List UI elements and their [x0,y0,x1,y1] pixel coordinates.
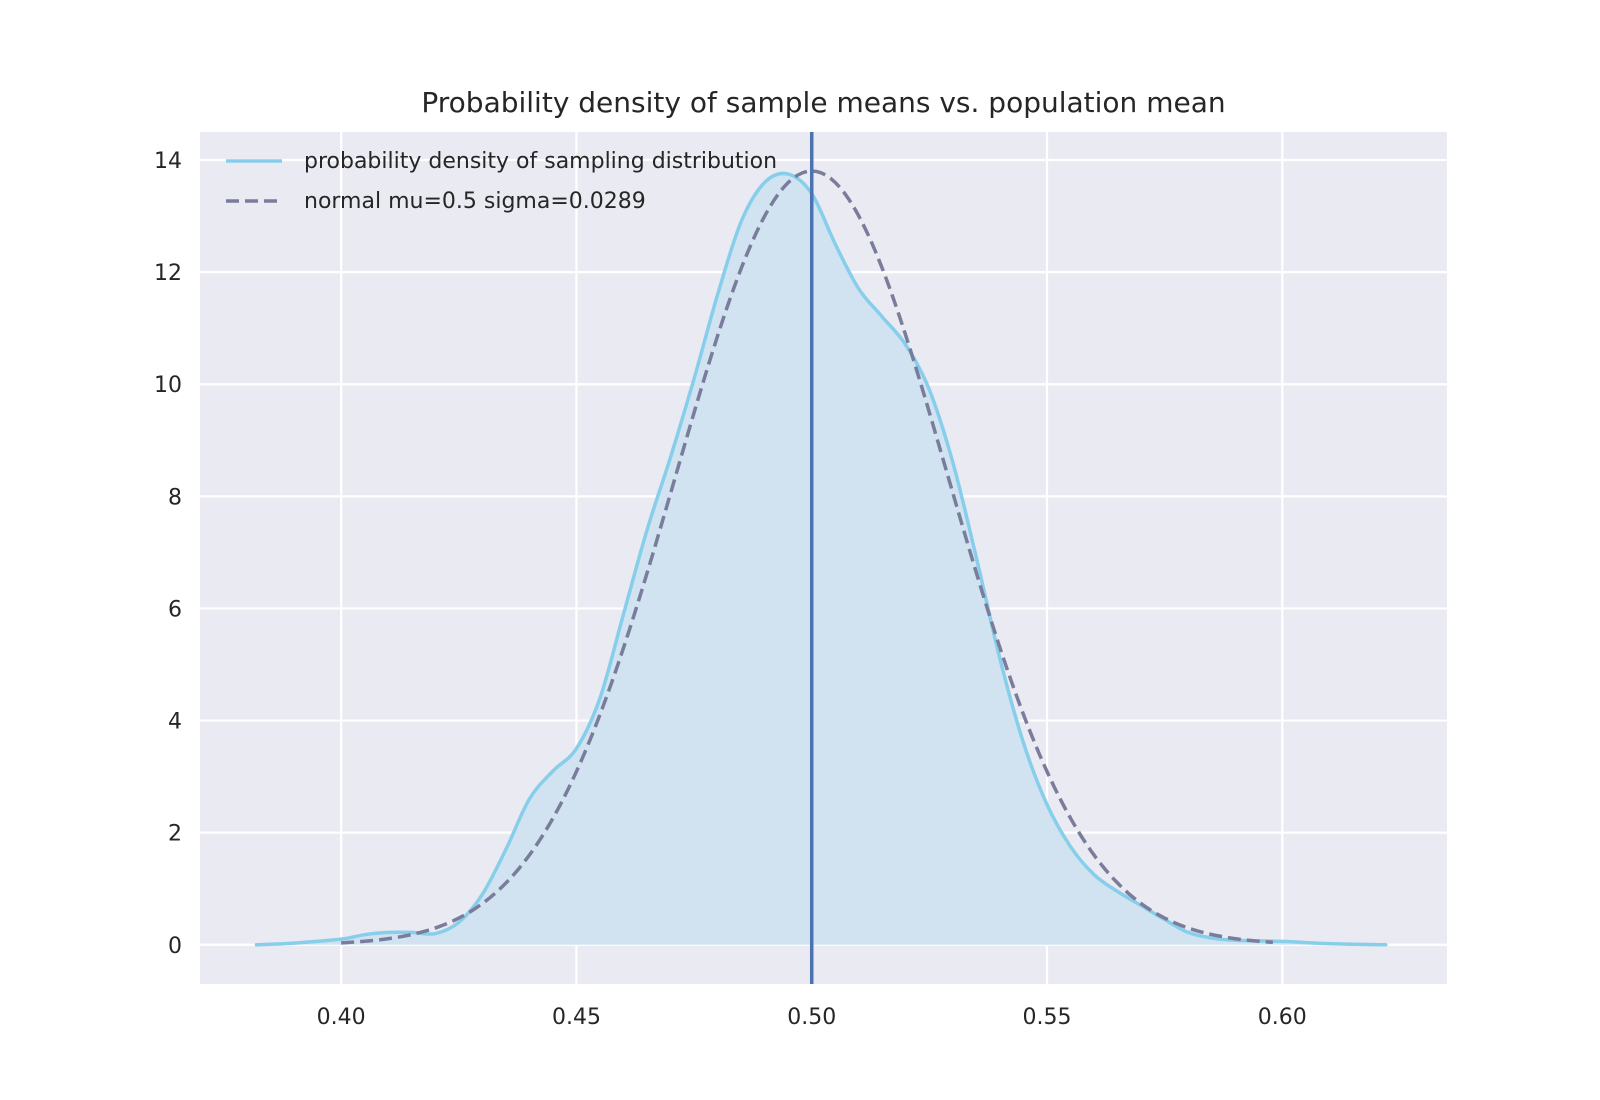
kde-fill-area [256,173,1386,945]
y-tick-label: 2 [168,822,182,847]
y-tick-label: 8 [168,485,182,510]
y-tick-labels: 0 2 4 6 8 10 12 14 [154,149,182,959]
normal-curve-line [341,169,1274,945]
series-lines [254,169,1388,947]
y-tick-label: 4 [168,710,182,735]
legend: probability density of sampling distribu… [226,149,777,214]
chart-title: Probability density of sample means vs. … [421,86,1225,119]
legend-label: normal mu=0.5 sigma=0.0289 [304,189,646,214]
y-tick-label: 6 [168,597,182,622]
x-tick-label: 0.45 [552,1005,601,1030]
y-tick-label: 12 [154,261,182,286]
kde-fill [256,173,1386,945]
x-tick-label: 0.40 [317,1005,366,1030]
y-tick-label: 10 [154,373,182,398]
x-tick-labels: 0.40 0.45 0.50 0.55 0.60 [317,1005,1307,1030]
x-tick-label: 0.60 [1258,1005,1307,1030]
y-tick-label: 0 [168,934,182,959]
x-tick-label: 0.50 [787,1005,836,1030]
x-tick-label: 0.55 [1023,1005,1072,1030]
y-tick-label: 14 [154,149,182,174]
legend-label: probability density of sampling distribu… [304,149,777,174]
